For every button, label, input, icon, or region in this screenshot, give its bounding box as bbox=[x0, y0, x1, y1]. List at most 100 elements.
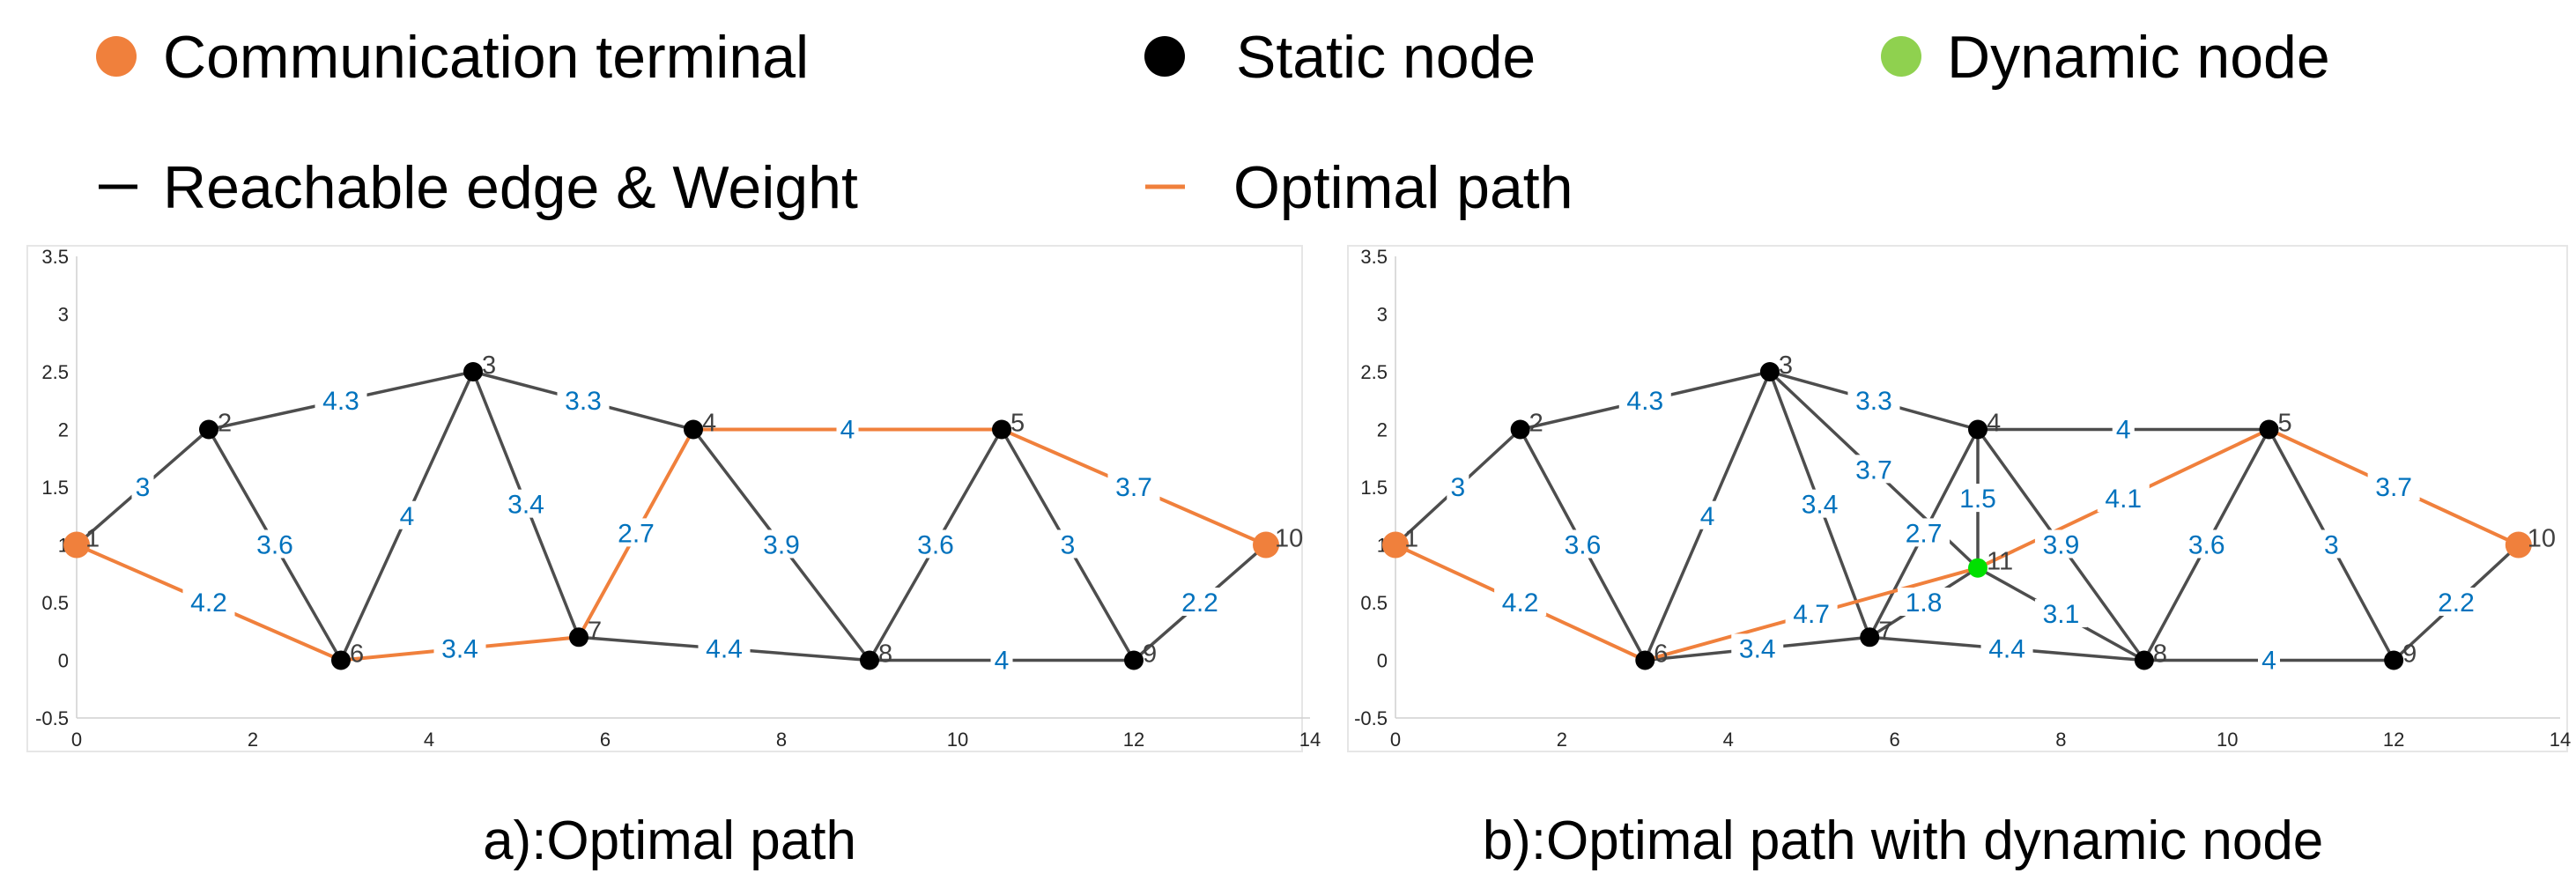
legend-static-marker bbox=[1144, 36, 1185, 77]
y-tick-label: 1.5 bbox=[1360, 477, 1388, 499]
edge-weight-label: 2.7 bbox=[1906, 519, 1943, 548]
static-node bbox=[684, 419, 703, 440]
edge-weight-bg bbox=[1447, 472, 1469, 500]
static-node bbox=[1124, 650, 1144, 670]
edge-weight-label: 4 bbox=[2261, 647, 2276, 676]
y-tick-label: 0 bbox=[1377, 650, 1388, 672]
node-id-label: 6 bbox=[1654, 640, 1668, 669]
y-tick-label: 3 bbox=[58, 304, 69, 326]
y-tick-label: -0.5 bbox=[35, 707, 69, 729]
edge-weight-bg bbox=[990, 645, 1013, 674]
caption-b: b):Optimal path with dynamic node bbox=[1483, 810, 2324, 871]
edge-weight-label: 3.4 bbox=[1739, 634, 1776, 663]
edge-weight-label: 4 bbox=[400, 502, 415, 531]
edge-weight-label: 4.2 bbox=[1502, 588, 1539, 618]
node-id-label: 1 bbox=[85, 525, 100, 553]
edge-weight-label: 3 bbox=[136, 473, 151, 502]
node-id-label: 6 bbox=[350, 640, 364, 669]
edge-weight-label: 4 bbox=[1700, 502, 1715, 531]
edge-weight-bg bbox=[2367, 472, 2420, 500]
edge-weight-bg bbox=[1898, 588, 1951, 616]
static-node bbox=[569, 627, 588, 648]
static-node bbox=[1968, 419, 1988, 440]
x-tick-label: 4 bbox=[1723, 729, 1734, 751]
edge-weight-label: 3.9 bbox=[763, 531, 800, 560]
edge-weight-label: 1.5 bbox=[1959, 485, 1996, 514]
edge-weight-bg bbox=[1785, 599, 1838, 628]
x-tick-label: 8 bbox=[2055, 729, 2066, 751]
terminal-node bbox=[1382, 531, 1409, 559]
edge-weight-label: 2.7 bbox=[618, 519, 655, 548]
edge-weight-bg bbox=[1847, 455, 1900, 484]
legend-path-label: Optimal path bbox=[1233, 154, 1573, 221]
edge-weight-label: 3.7 bbox=[2375, 473, 2412, 502]
node-id-label: 4 bbox=[702, 410, 716, 438]
static-node bbox=[199, 419, 218, 440]
static-node bbox=[463, 362, 483, 381]
node-id-label: 11 bbox=[1987, 548, 2013, 576]
edge-weight-label: 3.4 bbox=[441, 634, 478, 663]
edge-weight-bg bbox=[1494, 588, 1547, 616]
y-tick-label: -0.5 bbox=[1354, 707, 1388, 729]
edge-weight-label: 3.6 bbox=[2188, 531, 2225, 560]
edge-weight-bg bbox=[1794, 489, 1847, 518]
edge-weight-bg bbox=[1696, 500, 1719, 529]
edge-weight-bg bbox=[2112, 414, 2135, 443]
legend-dynamic-label: Dynamic node bbox=[1947, 24, 2330, 91]
x-tick-label: 10 bbox=[947, 729, 968, 751]
edge-weight-bg bbox=[2180, 529, 2233, 559]
edge-weight-bg bbox=[1107, 472, 1160, 500]
static-node bbox=[331, 650, 351, 670]
static-node bbox=[1635, 650, 1655, 670]
node-id-label: 4 bbox=[1987, 410, 2001, 438]
edge-weight-bg bbox=[315, 385, 367, 414]
edge-weight-label: 1.8 bbox=[1906, 588, 1943, 618]
edge-weight-label: 3.1 bbox=[2043, 600, 2080, 629]
y-tick-label: 3.5 bbox=[41, 246, 69, 268]
edge-weight-bg bbox=[433, 633, 486, 662]
edge-weight-label: 4.7 bbox=[1793, 600, 1830, 629]
edge-weight-bg bbox=[1556, 529, 1609, 559]
static-node bbox=[2134, 650, 2154, 670]
edge-weight-label: 3.7 bbox=[1855, 455, 1892, 485]
y-tick-label: 3.5 bbox=[1360, 246, 1388, 268]
edge-weight-bg bbox=[698, 633, 751, 662]
x-tick-label: 14 bbox=[1299, 729, 1321, 751]
edge-weight-label: 4.4 bbox=[706, 634, 743, 663]
x-tick-label: 4 bbox=[424, 729, 434, 751]
y-tick-label: 0.5 bbox=[1360, 592, 1388, 614]
edge-weight-label: 4 bbox=[2116, 416, 2131, 445]
edge-weight-label: 3.3 bbox=[1855, 387, 1892, 416]
y-tick-label: 2.5 bbox=[41, 361, 69, 383]
edge-weight-bg bbox=[2034, 599, 2087, 628]
edge-weight-label: 2.2 bbox=[2438, 588, 2475, 618]
node-id-label: 7 bbox=[1878, 617, 1892, 645]
edge-weight-bg bbox=[2097, 484, 2150, 513]
node-id-label: 10 bbox=[2528, 525, 2556, 553]
y-tick-label: 0.5 bbox=[41, 592, 69, 614]
static-node bbox=[1860, 627, 1880, 648]
edge-weight-label: 3 bbox=[1450, 473, 1465, 502]
edge-weight-label: 4 bbox=[995, 647, 1010, 676]
x-tick-label: 6 bbox=[1889, 729, 1899, 751]
node-id-label: 3 bbox=[482, 352, 496, 380]
edge-weight-bg bbox=[2034, 529, 2087, 559]
y-tick-label: 1.5 bbox=[41, 477, 69, 499]
edge-weight-bg bbox=[131, 472, 154, 500]
static-node bbox=[2259, 419, 2279, 440]
x-tick-label: 12 bbox=[1123, 729, 1144, 751]
terminal-node bbox=[63, 531, 90, 559]
node-id-label: 10 bbox=[1275, 525, 1303, 553]
node-id-label: 8 bbox=[878, 640, 892, 669]
edge-weight-label: 4 bbox=[840, 416, 855, 445]
edge-weight-label: 4.3 bbox=[322, 387, 359, 416]
dynamic-node bbox=[1968, 558, 1988, 578]
node-id-label: 1 bbox=[1404, 525, 1418, 553]
terminal-node bbox=[2505, 531, 2532, 559]
edge-weight-label: 4.3 bbox=[1626, 387, 1663, 416]
x-tick-label: 8 bbox=[776, 729, 787, 751]
edge-weight-bg bbox=[182, 588, 235, 616]
